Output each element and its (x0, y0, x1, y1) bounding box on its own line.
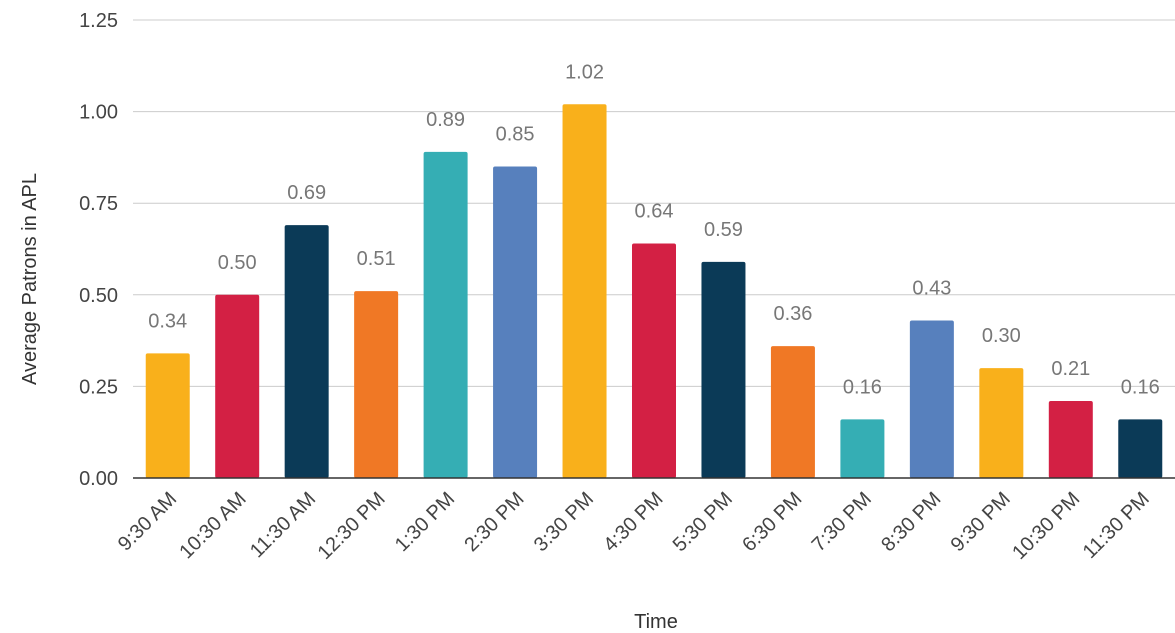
x-tick-label: 10:30 AM (175, 488, 250, 563)
data-label: 0.85 (496, 124, 535, 146)
y-axis-ticks: 0.00 0.25 0.50 0.75 1.00 1.25 (79, 10, 118, 490)
bar (284, 225, 329, 478)
data-label: 0.34 (148, 310, 187, 332)
data-label: 0.89 (426, 109, 465, 131)
x-tick-label: 9:30 PM (947, 488, 1015, 556)
data-label: 0.69 (287, 182, 326, 204)
y-tick-label: 0.00 (79, 468, 118, 490)
y-tick-label: 0.25 (79, 376, 118, 398)
x-tick-label: 8:30 PM (877, 488, 945, 556)
bar (354, 291, 399, 478)
bar (145, 353, 190, 478)
x-axis-title: Time (634, 611, 678, 633)
x-tick-label: 11:30 PM (1079, 488, 1154, 563)
value-labels: 0.34 0.50 0.69 0.51 0.89 0.85 1.02 0.64 0.59 0.36… (148, 61, 1159, 398)
x-tick-label: 5:30 PM (669, 488, 737, 556)
y-tick-label: 1.00 (79, 102, 118, 124)
bar (423, 151, 468, 479)
bar (632, 243, 676, 478)
bar (701, 261, 746, 478)
data-label: 0.16 (1121, 376, 1160, 398)
bar (215, 294, 260, 478)
data-label: 0.21 (1051, 358, 1090, 380)
y-tick-label: 0.50 (79, 285, 118, 307)
data-label: 1.02 (565, 61, 604, 83)
data-label: 0.59 (704, 219, 743, 241)
y-tick-label: 1.25 (79, 10, 118, 32)
bar (909, 320, 954, 478)
bars (145, 104, 1163, 479)
x-tick-label: 2:30 PM (460, 488, 528, 556)
y-axis-title: Average Patrons in APL (19, 173, 41, 385)
bar (770, 346, 815, 478)
x-tick-label: 11:30 AM (246, 488, 320, 562)
x-tick-label: 4:30 PM (599, 488, 667, 556)
x-tick-label: 3:30 PM (530, 488, 598, 556)
data-label: 0.43 (912, 277, 951, 299)
data-label: 0.30 (982, 325, 1021, 347)
data-label: 0.36 (773, 303, 812, 325)
data-label: 0.51 (357, 248, 396, 270)
x-tick-label: 6:30 PM (738, 488, 806, 556)
bar (493, 166, 538, 478)
x-tick-label: 7:30 PM (808, 488, 876, 556)
bar (1118, 419, 1163, 478)
bar (1048, 401, 1093, 478)
data-label: 0.50 (218, 252, 257, 274)
data-label: 0.64 (635, 201, 674, 223)
bar (979, 368, 1024, 478)
bar (840, 419, 885, 478)
data-label: 0.16 (843, 376, 882, 398)
x-tick-label: 10:30 PM (1008, 488, 1084, 564)
bar (562, 104, 607, 478)
x-tick-label: 1:30 PM (391, 488, 459, 556)
x-tick-label: 12:30 PM (314, 488, 390, 564)
x-tick-label: 9:30 AM (114, 488, 181, 555)
y-tick-label: 0.75 (79, 193, 118, 215)
